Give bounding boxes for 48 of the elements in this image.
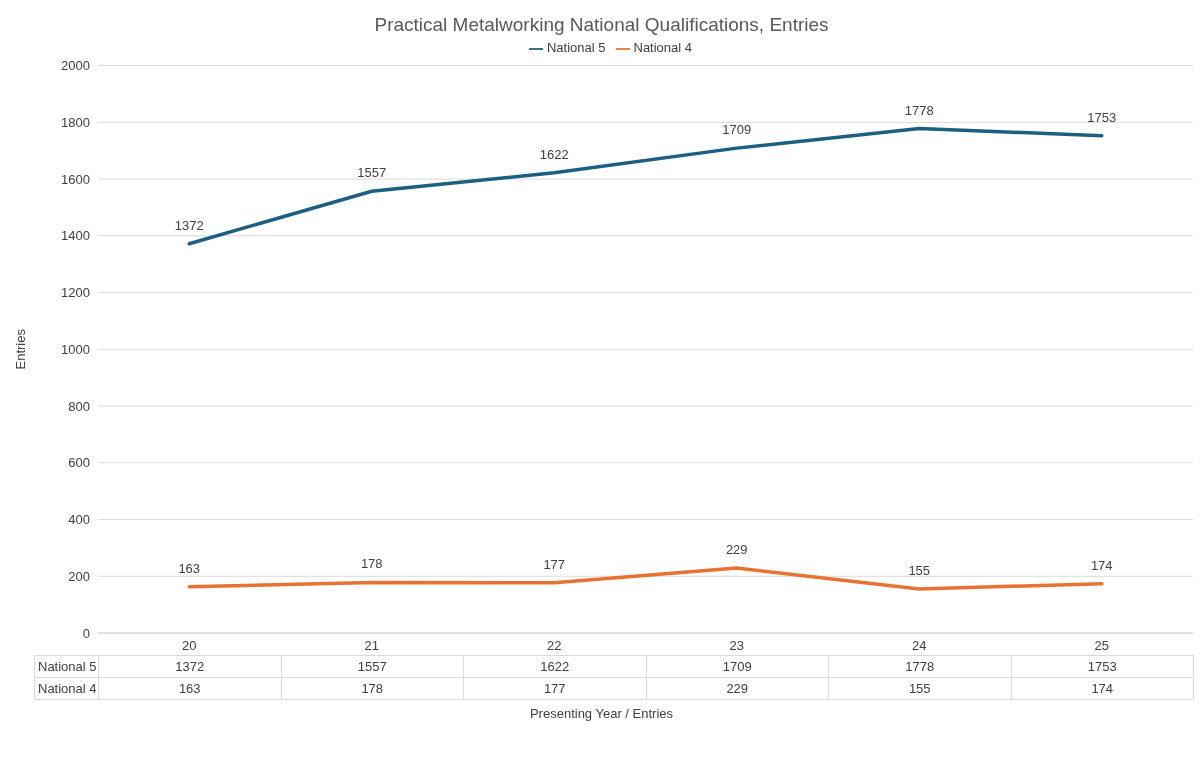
text: National 4 (38, 681, 97, 696)
data-label: 1557 (281, 655, 464, 678)
x-tick-label: 21 (364, 638, 379, 654)
legend-label: National 5 (546, 40, 606, 55)
x-tick-label: 20 (182, 638, 197, 654)
annotation: 1753 (1087, 109, 1117, 125)
y-tick-label: 1800 (61, 114, 90, 130)
data-label: 1709 (646, 655, 829, 678)
x-tick-label: 22 (547, 638, 562, 654)
annotation: 1557 (357, 165, 387, 181)
annotation: 178 (360, 556, 383, 572)
y-tick-label: 1600 (61, 171, 90, 187)
y-tick-label: 1000 (61, 341, 90, 357)
data-label: 155 (828, 677, 1011, 700)
annotation: 177 (543, 556, 566, 572)
y-tick-label: 400 (68, 512, 90, 528)
annotation: 1778 (904, 102, 934, 118)
text: National 5 (38, 659, 97, 674)
annotation: 174 (1090, 557, 1113, 573)
data-label: 229 (646, 677, 829, 700)
annotation: 155 (908, 563, 931, 579)
y-tick-label: 800 (68, 398, 90, 414)
y-tick-label: 600 (68, 455, 90, 471)
data-label: 1753 (1011, 655, 1194, 678)
data-label: 174 (1011, 677, 1194, 700)
annotation: 1709 (722, 122, 752, 138)
data-label: 1622 (463, 655, 646, 678)
y-tick-label: 1400 (61, 228, 90, 244)
data-label: 1372 (98, 655, 281, 678)
annotation: 163 (178, 560, 201, 576)
x-axis-title: Presenting Year / Entries (528, 706, 675, 721)
annotation: 1372 (174, 217, 204, 233)
y-axis-title: Entries (12, 328, 28, 370)
annotation: 1622 (539, 146, 569, 162)
data-label: 1778 (828, 655, 1011, 678)
data-label: 178 (281, 677, 464, 700)
chart-title: Practical Metalworking National Qualifications, Entries (373, 14, 830, 37)
y-tick-label: 0 (82, 625, 90, 641)
legend-label: National 4 (633, 40, 693, 55)
data-label: 177 (463, 677, 646, 700)
x-tick-label: 25 (1094, 638, 1109, 654)
data-label: 163 (98, 677, 281, 700)
y-tick-label: 200 (68, 568, 90, 584)
x-tick-label: 24 (912, 638, 927, 654)
x-tick-label: 23 (729, 638, 744, 654)
y-tick-label: 2000 (61, 58, 90, 74)
y-tick-label: 1200 (61, 285, 90, 301)
annotation: 229 (725, 542, 748, 558)
